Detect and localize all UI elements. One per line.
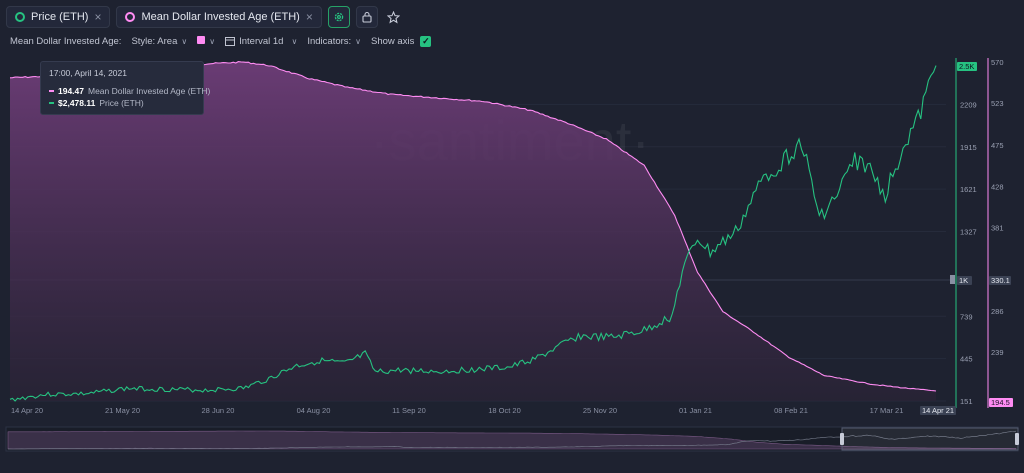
indicators-dropdown-label: Indicators:: [307, 35, 352, 47]
favorite-button[interactable]: [384, 7, 404, 27]
tooltip-mdia-label: Mean Dollar Invested Age (ETH): [88, 86, 211, 96]
x-axis-tick-label: 14 Apr 20: [11, 406, 43, 415]
price-crosshair-value: 1K: [959, 276, 968, 285]
close-icon[interactable]: ×: [94, 10, 102, 24]
x-axis-tick-label: 28 Jun 20: [202, 406, 235, 415]
x-axis-tick-label: 25 Nov 20: [583, 406, 617, 415]
x-axis-tick-label: 08 Feb 21: [774, 406, 808, 415]
mdia-axis-tick-label: 428: [991, 182, 1004, 191]
style-dropdown[interactable]: Style: Area ∨: [131, 36, 187, 47]
x-axis-tick-label: 11 Sep 20: [392, 406, 426, 415]
price-axis-tick-label: 739: [960, 312, 973, 321]
mdia-series-dot-icon: [125, 12, 136, 22]
x-axis-tick-label: 17 Mar 21: [870, 406, 904, 415]
show-axis-toggle[interactable]: Show axis ✓: [371, 35, 432, 47]
metric-settings-label: Mean Dollar Invested Age:: [10, 35, 122, 47]
range-navigator: [5, 426, 1019, 452]
crosshair-marker: [950, 275, 955, 284]
tooltip-row-price: $2,478.11 Price (ETH): [49, 98, 144, 108]
tab-mdia-eth[interactable]: Mean Dollar Invested Age (ETH) ×: [116, 6, 322, 28]
x-axis-tick-label: 01 Jan 21: [679, 406, 712, 415]
color-swatch: [197, 35, 206, 44]
price-crosshair-badge: [957, 276, 972, 285]
show-axis-label: Show axis: [371, 35, 415, 47]
mdia-axis-tick-label: 381: [991, 224, 1004, 233]
interval-dropdown-label: Interval 1d: [239, 35, 284, 47]
santiment-watermark: ·santiment·: [370, 109, 650, 172]
price-axis-tick-label: 445: [960, 355, 973, 364]
tooltip-price-label: Price (ETH): [99, 98, 144, 108]
color-picker[interactable]: ∨: [197, 35, 216, 47]
price-legend-marker: [49, 102, 54, 104]
share-button[interactable]: [355, 6, 378, 28]
tab-price-eth-label: Price (ETH): [31, 11, 89, 23]
price-axis-tick-label: 2209: [960, 100, 977, 109]
price-axis-tick-label: 1621: [960, 185, 977, 194]
x-axis-tick-label: 21 May 20: [105, 406, 140, 415]
price-current-badge: [957, 62, 977, 71]
mdia-current-badge: [989, 398, 1013, 407]
chevron-down-icon: ∨: [291, 36, 298, 46]
mdia-axis-tick-label: 286: [991, 307, 1004, 316]
indicators-dropdown[interactable]: Indicators: ∨: [307, 36, 361, 47]
x-axis-tick-label: 14 Apr 21: [922, 406, 954, 415]
settings-button[interactable]: [327, 6, 350, 28]
metric-tabs: Price (ETH) × Mean Dollar Invested Age (…: [6, 6, 404, 28]
tooltip-row-mdia: 194.47 Mean Dollar Invested Age (ETH): [49, 86, 210, 96]
navigator-right-handle: [1015, 433, 1019, 445]
chart-tooltip: 17:00, April 14, 2021 194.47 Mean Dollar…: [40, 61, 210, 115]
chevron-down-icon: ∨: [181, 36, 188, 46]
mdia-axis-tick-label: 475: [991, 141, 1004, 150]
lock-icon: [362, 11, 372, 23]
mdia-crosshair-badge: [989, 276, 1011, 285]
price-axis-tick-label: 1915: [960, 143, 977, 152]
navigator-price-line: [8, 430, 1017, 450]
interval-dropdown[interactable]: Interval 1d ∨: [225, 36, 297, 47]
price-current-value: 2.5K: [959, 62, 974, 71]
price-line: [9, 65, 937, 402]
tooltip-price-value: $2,478.11: [58, 98, 96, 108]
tooltip-mdia-value: 194.47: [58, 86, 84, 96]
navigator-mdia-area: [7, 430, 1017, 450]
tab-price-eth[interactable]: Price (ETH) ×: [6, 6, 111, 28]
price-axis-tick-label: 1327: [960, 228, 977, 237]
navigator-left-handle: [840, 433, 844, 445]
mdia-legend-marker: [49, 90, 54, 92]
mdia-axis-tick-label: 523: [991, 99, 1004, 108]
x-axis-tick-label: 18 Oct 20: [488, 406, 521, 415]
interval-icon: [225, 36, 236, 46]
x-axis-tick-label: 04 Aug 20: [297, 406, 331, 415]
tab-mdia-eth-label: Mean Dollar Invested Age (ETH): [141, 11, 300, 23]
navigator-selection: [841, 427, 1019, 451]
tooltip-date: 17:00, April 14, 2021: [49, 68, 127, 78]
mdia-current-value: 194.5: [991, 398, 1010, 407]
x-crosshair-badge: [920, 406, 956, 415]
price-series-dot-icon: [15, 12, 25, 22]
metric-settings-bar: Mean Dollar Invested Age: Style: Area ∨ ∨…: [10, 34, 432, 48]
star-icon: [387, 10, 401, 24]
mdia-crosshair-value: 330.1: [991, 276, 1010, 285]
mdia-axis-tick-label: 570: [991, 58, 1004, 67]
chevron-down-icon: ∨: [209, 36, 216, 46]
mdia-axis-tick-label: 239: [991, 348, 1004, 357]
price-axis-tick-label: 151: [960, 397, 973, 406]
gear-icon: [334, 12, 344, 22]
chevron-down-icon: ∨: [355, 36, 362, 46]
style-dropdown-label: Style: Area: [131, 35, 178, 47]
close-icon[interactable]: ×: [305, 10, 313, 24]
checkbox-checked-icon: ✓: [420, 35, 432, 47]
